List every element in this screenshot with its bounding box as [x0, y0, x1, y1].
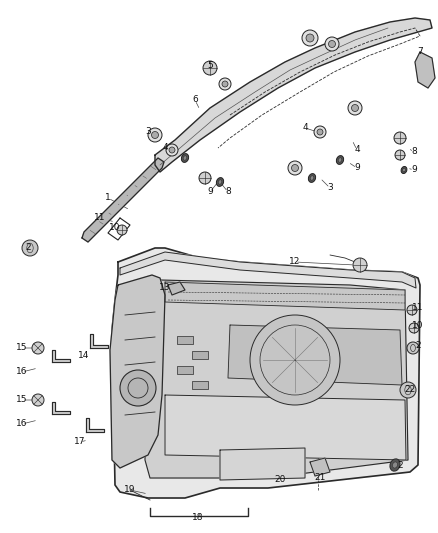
Polygon shape: [155, 18, 431, 172]
Text: 20: 20: [274, 475, 285, 484]
Ellipse shape: [336, 156, 343, 164]
Ellipse shape: [183, 156, 187, 160]
Circle shape: [198, 172, 211, 184]
Circle shape: [151, 132, 158, 139]
Circle shape: [313, 126, 325, 138]
Text: 7: 7: [416, 47, 422, 56]
Text: 14: 14: [78, 351, 89, 359]
Ellipse shape: [181, 154, 188, 163]
Circle shape: [328, 41, 335, 47]
Text: 2: 2: [396, 461, 402, 470]
Circle shape: [249, 315, 339, 405]
Text: 1: 1: [105, 193, 111, 203]
Text: 2: 2: [414, 341, 420, 350]
Circle shape: [202, 61, 216, 75]
Text: 19: 19: [124, 486, 135, 495]
Text: 21: 21: [314, 473, 325, 482]
Circle shape: [393, 132, 405, 144]
Circle shape: [408, 323, 418, 333]
Polygon shape: [120, 252, 415, 288]
Circle shape: [301, 30, 317, 46]
Polygon shape: [86, 418, 104, 432]
Circle shape: [169, 147, 175, 153]
Circle shape: [291, 165, 298, 172]
Circle shape: [394, 150, 404, 160]
Text: 4: 4: [301, 124, 307, 133]
Ellipse shape: [392, 462, 397, 468]
Text: 18: 18: [192, 513, 203, 522]
Polygon shape: [414, 52, 434, 88]
Ellipse shape: [310, 176, 313, 180]
Text: 2: 2: [25, 244, 31, 253]
Bar: [191, 351, 208, 359]
Text: 3: 3: [145, 127, 151, 136]
Bar: [177, 366, 193, 374]
Polygon shape: [82, 158, 164, 242]
Polygon shape: [52, 402, 70, 414]
Polygon shape: [309, 458, 329, 476]
Circle shape: [406, 305, 416, 315]
Ellipse shape: [218, 180, 221, 184]
Text: 10: 10: [411, 320, 423, 329]
Polygon shape: [110, 275, 165, 468]
Ellipse shape: [307, 174, 315, 182]
Circle shape: [347, 101, 361, 115]
Circle shape: [352, 258, 366, 272]
Ellipse shape: [337, 158, 341, 162]
Polygon shape: [219, 448, 304, 480]
Text: 11: 11: [411, 303, 423, 312]
Polygon shape: [145, 280, 407, 478]
Ellipse shape: [402, 168, 405, 172]
Circle shape: [32, 342, 44, 354]
Text: 15: 15: [16, 395, 28, 405]
Circle shape: [219, 78, 230, 90]
Ellipse shape: [400, 166, 406, 174]
Text: 8: 8: [225, 188, 230, 197]
Polygon shape: [52, 350, 70, 362]
Circle shape: [399, 382, 415, 398]
Circle shape: [117, 225, 127, 235]
Text: 9: 9: [207, 188, 212, 197]
Circle shape: [406, 342, 418, 354]
Polygon shape: [165, 282, 404, 310]
Text: 8: 8: [410, 148, 416, 157]
Circle shape: [166, 144, 177, 156]
Text: 4: 4: [162, 143, 167, 152]
Text: 4: 4: [353, 146, 359, 155]
Text: 11: 11: [94, 214, 106, 222]
Circle shape: [324, 37, 338, 51]
Text: 5: 5: [207, 61, 212, 69]
Circle shape: [351, 104, 358, 111]
Text: 10: 10: [109, 223, 120, 232]
Ellipse shape: [389, 459, 399, 471]
Ellipse shape: [216, 177, 223, 187]
Text: 17: 17: [74, 438, 85, 447]
Text: 6: 6: [192, 95, 198, 104]
Circle shape: [22, 240, 38, 256]
Text: 16: 16: [16, 419, 28, 429]
Text: 3: 3: [326, 183, 332, 192]
Bar: [177, 336, 193, 344]
Circle shape: [148, 128, 162, 142]
Polygon shape: [165, 395, 405, 460]
Text: 9: 9: [353, 164, 359, 173]
Circle shape: [120, 370, 155, 406]
Polygon shape: [112, 248, 419, 498]
Circle shape: [305, 34, 313, 42]
Circle shape: [222, 81, 227, 87]
Polygon shape: [90, 334, 108, 348]
Bar: [191, 381, 208, 389]
Text: 15: 15: [16, 343, 28, 352]
Polygon shape: [168, 282, 184, 295]
Text: 9: 9: [410, 166, 416, 174]
Text: 13: 13: [159, 284, 170, 293]
Circle shape: [316, 129, 322, 135]
Text: 16: 16: [16, 367, 28, 376]
Circle shape: [32, 394, 44, 406]
Polygon shape: [227, 325, 401, 385]
Text: 12: 12: [289, 257, 300, 266]
Text: 22: 22: [403, 385, 415, 394]
Circle shape: [287, 161, 301, 175]
